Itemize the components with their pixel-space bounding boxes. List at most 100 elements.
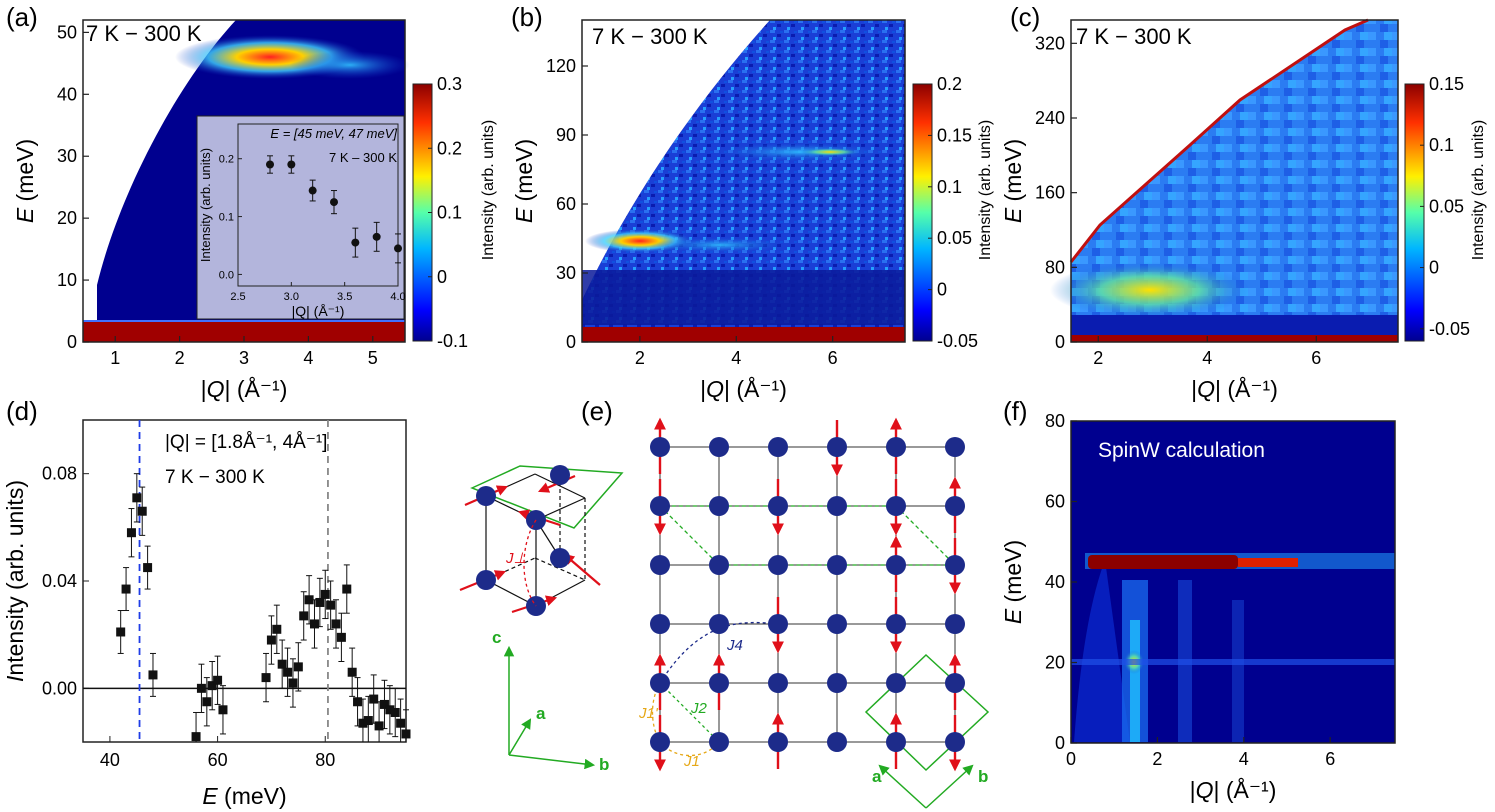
inset-plot: 2.5 3.0 3.5 4.0 0.0 0.1 0.2 |Q| (Å⁻¹) Intensity … [198, 123, 406, 319]
x-tick-label: 6 [1311, 348, 1321, 368]
data-point [261, 673, 271, 683]
unit-cell-atoms [476, 465, 570, 616]
data-point [288, 678, 298, 688]
x-axis-label: |Q| (Å⁻¹) [1190, 776, 1277, 803]
x-axis-label-text: |Q| (Å⁻¹) [1190, 776, 1277, 803]
x-axis-label: E (meV) [202, 783, 286, 809]
panel-labels: (a) (b) (c) (d) (e) (f) [6, 2, 1040, 426]
x-axis-label-text: |Q| (Å⁻¹) [1191, 375, 1278, 402]
lattice-atom [768, 614, 788, 634]
x-tick-label: 2 [1093, 348, 1103, 368]
lattice-atom [945, 555, 965, 575]
cbar-tick-label: 0.1 [1429, 135, 1454, 155]
panel-a-temp-annotation: 7 K − 300 K [86, 21, 202, 46]
lattice-atom [945, 673, 965, 693]
lattice-atom [886, 614, 906, 634]
panel-label-d: (d) [6, 396, 38, 426]
cbar-tick-label: 0 [1429, 258, 1439, 278]
panel-label-a: (a) [6, 2, 38, 32]
y-tick-label: 0.00 [42, 678, 77, 698]
y-tick-label: 0 [1055, 332, 1065, 352]
panel-f-annotation: SpinW calculation [1098, 439, 1265, 462]
inset-point [394, 244, 402, 253]
y-tick-label: 160 [1035, 183, 1065, 203]
y-axis-label: E (meV) [1000, 540, 1026, 624]
data-point [218, 705, 228, 715]
panel-d-annotation-line1: |Q| = [1.8Å⁻¹, 4Å⁻¹] [165, 432, 327, 453]
panel-f-flat-mode-tail [1238, 558, 1298, 567]
data-point [358, 718, 368, 728]
x-tick-label: 40 [100, 750, 120, 770]
lattice-atom [827, 732, 847, 752]
data-point [331, 619, 341, 629]
lattice-atom [768, 437, 788, 457]
panel-a-elastic-edge [83, 320, 405, 322]
crystal-axes [503, 645, 596, 770]
cbar-tick-label: 0.15 [1429, 74, 1464, 94]
panel-d: 40 60 80 0.00 0.04 0.08 E (meV) Intensity (arb.… [2, 419, 411, 809]
panel-b-frame [581, 19, 906, 343]
lattice-atom [886, 555, 906, 575]
data-point [299, 611, 309, 621]
data-point [353, 697, 363, 707]
panel-c-colorbar [1404, 83, 1425, 342]
inset-x-tick-label: 3.5 [337, 291, 352, 303]
inset-point [287, 160, 296, 169]
data-point [390, 707, 400, 717]
y-tick-label: 80 [1045, 257, 1065, 277]
x-tick-label: 80 [315, 750, 335, 770]
inset-point [266, 160, 274, 169]
inset-y-tick-label: 0.1 [219, 212, 234, 224]
lattice-atom [945, 437, 965, 457]
x-tick-label: 4 [731, 348, 741, 368]
lattice-atom [768, 732, 788, 752]
inset-x-tick-label: 2.5 [230, 291, 245, 303]
data-point [277, 659, 287, 669]
lattice-atom [886, 732, 906, 752]
axis-a-label: a [536, 704, 546, 723]
y-axis-label-text: E (meV) [1000, 540, 1026, 624]
cbar-tick-label: 0.05 [1429, 196, 1464, 216]
data-point [304, 595, 314, 605]
y-axis-label-text: E (meV) [511, 139, 537, 223]
panel-a-colorbar-label: Intensity (arb. units) [480, 120, 497, 261]
data-point [143, 563, 153, 573]
lattice-atom [650, 496, 670, 516]
panel-c-edge-highlight [1069, 18, 1369, 263]
axis-a2-label: a [872, 767, 882, 786]
panel-a-inset: E = [45 meV, 47 meV] 7 K – 300 K 2.5 3.0 3… [196, 115, 406, 320]
panel-e: J⊥ c a b J4 J2 J1 J1' a b [459, 417, 990, 809]
lattice-atom [650, 732, 670, 752]
lattice-atom [709, 614, 729, 634]
x-axis-label: |Q| (Å⁻¹) [1191, 375, 1278, 402]
x-axis-label-text: |Q| (Å⁻¹) [700, 375, 787, 402]
y-tick-label: 40 [57, 84, 77, 104]
j1p-label: J1' [638, 705, 659, 722]
inset-background [196, 115, 405, 320]
panel-label-c: (c) [1010, 2, 1040, 32]
panel-c-low-energy-mask [1071, 315, 1398, 335]
data-point [121, 584, 131, 594]
panel-f-band-20 [1071, 659, 1395, 665]
y-tick-label: 0.08 [42, 464, 77, 484]
x-tick-label: 4 [1202, 348, 1212, 368]
panel-label-f: (f) [1003, 396, 1028, 426]
panel-f-lower-dispersion [1074, 560, 1130, 742]
lattice-atom [886, 496, 906, 516]
cbar-tick-label: 0.2 [437, 138, 462, 158]
x-axis-label: |Q| (Å⁻¹) [201, 375, 288, 402]
lattice-atom [768, 673, 788, 693]
lattice-atom [827, 673, 847, 693]
lattice-atom [709, 673, 729, 693]
panel-d-annotation-line2: 7 K − 300 K [165, 467, 265, 488]
panel-a-mode-tail [290, 51, 410, 79]
data-point [148, 670, 158, 680]
data-point [401, 729, 411, 739]
cbar-tick-label: 0.15 [937, 125, 972, 145]
panel-f-flat-mode [1088, 555, 1238, 569]
j2-label: J2 [690, 700, 708, 717]
x-tick-label: 1 [110, 348, 120, 368]
